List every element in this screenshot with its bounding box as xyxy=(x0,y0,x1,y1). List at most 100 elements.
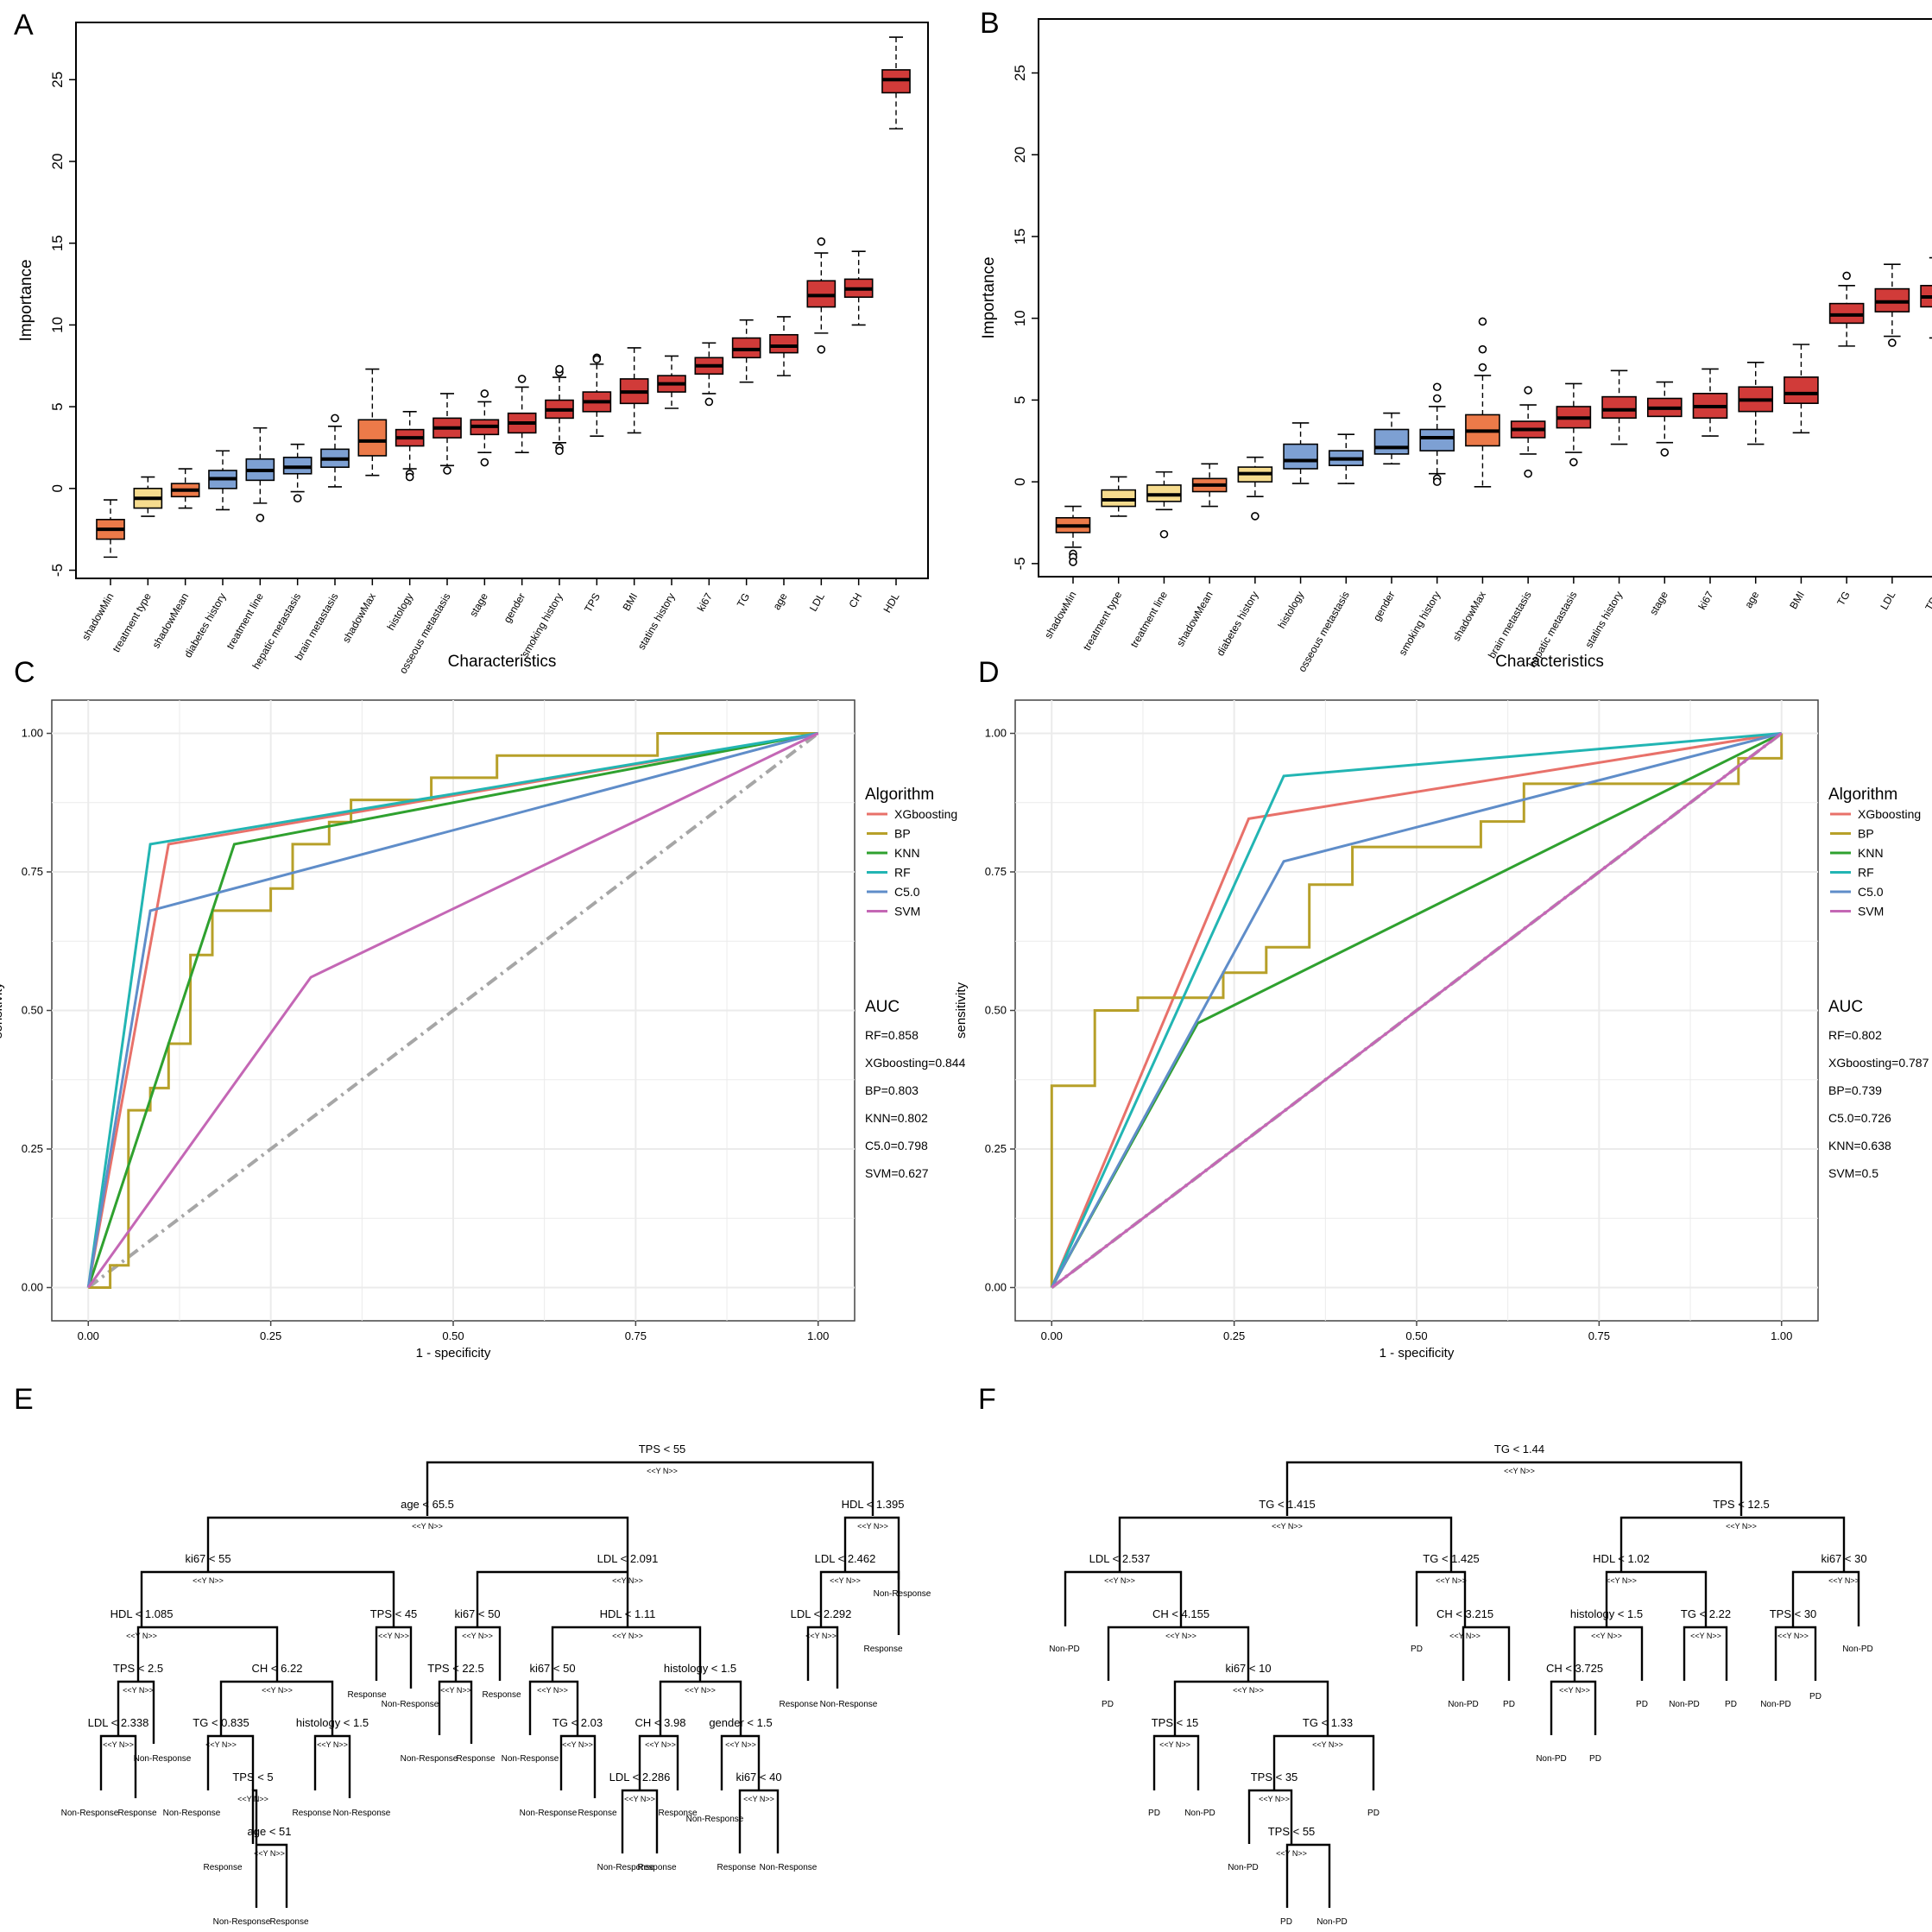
leaf-label: Response xyxy=(637,1863,676,1872)
split-branch xyxy=(720,1734,761,1790)
box-hepatic-metastasis xyxy=(1556,382,1592,467)
leaf-label: PD xyxy=(1148,1809,1160,1818)
split-label: LDL < 2.462 xyxy=(815,1552,876,1565)
split-yes-no-label: <<Y N>> xyxy=(1726,1522,1757,1531)
outlier-point xyxy=(555,446,564,456)
split-yes-no-label: <<Y N>> xyxy=(725,1740,756,1749)
tree-split-node: TPS < 55 <<Y N>> xyxy=(426,1443,874,1516)
split-yes-no-label: <<Y N>> xyxy=(412,1522,443,1531)
legend-label: BP xyxy=(894,827,911,841)
split-branch xyxy=(551,1626,702,1681)
box-BMI xyxy=(619,347,649,434)
roc-curve-KNN xyxy=(86,732,818,1288)
split-yes-no-label: <<Y N>> xyxy=(205,1740,237,1749)
split-branch xyxy=(136,1626,279,1681)
auc-label: BP=0.739 xyxy=(1828,1083,1882,1097)
split-branch xyxy=(426,1461,874,1516)
split-yes-no-label: <<Y N>> xyxy=(103,1740,134,1749)
split-branch xyxy=(251,1789,258,1844)
split-label: LDL < 2.091 xyxy=(597,1552,659,1565)
legend-label: C5.0 xyxy=(894,885,920,899)
tree-split-node: TPS < 15 <<Y N>> xyxy=(1152,1716,1200,1790)
split-label: TG < 0.835 xyxy=(193,1716,249,1729)
tree-split-node: CH < 4.155 <<Y N>> xyxy=(1107,1607,1250,1681)
box-shadowMean xyxy=(170,468,200,509)
tree-split-node: HDL < 1.11 <<Y N>> xyxy=(551,1607,702,1681)
plot-frame xyxy=(75,22,929,579)
split-label: LDL < 2.292 xyxy=(791,1607,852,1620)
split-branch xyxy=(454,1626,502,1681)
split-yes-no-label: <<Y N>> xyxy=(562,1740,593,1749)
split-yes-no-label: <<Y N>> xyxy=(805,1632,837,1640)
legend-label: SVM xyxy=(1858,905,1884,919)
split-label: CH < 6.22 xyxy=(252,1662,303,1675)
tree-split-node: TPS < 2.5 <<Y N>> xyxy=(113,1662,163,1744)
box-treatment-line xyxy=(245,426,275,522)
box-ki67 xyxy=(694,342,724,407)
split-yes-no-label: <<Y N>> xyxy=(1828,1576,1859,1585)
split-label: LDL < 2.338 xyxy=(88,1716,149,1729)
y-tick-label: 0.00 xyxy=(985,1280,1007,1293)
split-yes-no-label: <<Y N>> xyxy=(1259,1795,1290,1803)
tree-split-node: TG < 1.44 <<Y N>> xyxy=(1285,1443,1743,1516)
outlier-point xyxy=(592,355,602,363)
split-branch xyxy=(1272,1734,1375,1790)
split-yes-no-label: <<Y N>> xyxy=(624,1795,655,1803)
split-yes-no-label: <<Y N>> xyxy=(1272,1522,1303,1531)
split-branch xyxy=(1247,1789,1293,1844)
box-diabetes-history xyxy=(1237,456,1273,521)
y-tick-label: 0 xyxy=(1012,477,1028,485)
split-label: CH < 3.215 xyxy=(1436,1607,1493,1620)
split-yes-no-label: <<Y N>> xyxy=(317,1740,348,1749)
auc-label: C5.0=0.726 xyxy=(1828,1111,1891,1125)
leaf-label: Non-Response xyxy=(382,1700,439,1709)
outlier-point xyxy=(480,458,489,467)
tree-split-node: TPS < 5 <<Y N>> xyxy=(232,1771,274,1844)
split-yes-no-label: <<Y N>> xyxy=(647,1467,678,1475)
outlier-point xyxy=(1524,469,1532,478)
split-yes-no-label: <<Y N>> xyxy=(537,1686,568,1695)
split-branch xyxy=(476,1570,629,1626)
box-diabetes-history xyxy=(208,450,237,511)
y-tick-label: 20 xyxy=(1012,147,1028,163)
split-label: TPS < 22.5 xyxy=(427,1662,483,1675)
y-tick-label: 0.50 xyxy=(985,1004,1007,1017)
split-branch xyxy=(621,1789,659,1853)
leaf-label: Response xyxy=(203,1863,242,1872)
panel-label: B xyxy=(980,7,1000,40)
y-axis-title: sensitivity xyxy=(954,982,969,1039)
outlier-point xyxy=(1888,338,1897,347)
auc-label: RF=0.802 xyxy=(1828,1028,1882,1042)
roc-curve-XGboosting xyxy=(1050,732,1782,1289)
box-shadowMax xyxy=(357,368,388,477)
box-shadowMin xyxy=(96,499,125,559)
split-yes-no-label: <<Y N>> xyxy=(1276,1849,1307,1858)
split-label: HDL < 1.02 xyxy=(1593,1552,1650,1565)
x-tick-label: 1.00 xyxy=(1771,1329,1792,1342)
tree-split-node: CH < 6.22 <<Y N>> xyxy=(219,1662,334,1735)
leaf-label: Non-PD xyxy=(1448,1700,1479,1709)
panel-label: C xyxy=(14,656,35,689)
split-label: CH < 4.155 xyxy=(1152,1607,1209,1620)
panel-label: A xyxy=(14,9,34,41)
split-yes-no-label: <<Y N>> xyxy=(743,1795,774,1803)
split-branch xyxy=(438,1680,473,1744)
roc-curve-RF xyxy=(1050,732,1782,1289)
split-label: histology < 1.5 xyxy=(664,1662,736,1675)
split-yes-no-label: <<Y N>> xyxy=(237,1795,268,1803)
tree-split-node: TG < 1.415 <<Y N>> xyxy=(1118,1498,1453,1571)
tree-split-node: TG < 2.22 <<Y N>> xyxy=(1681,1607,1731,1681)
auc-label: BP=0.803 xyxy=(865,1083,919,1097)
y-axis-title: Importance xyxy=(980,256,998,338)
tree-split-node: TG < 1.425 <<Y N>> xyxy=(1415,1552,1480,1626)
box-smoking-history xyxy=(545,364,574,456)
box-LDL xyxy=(1874,263,1910,347)
x-axis-title: 1 - specificity xyxy=(416,1346,491,1361)
tree-split-node: histology < 1.5 <<Y N>> xyxy=(296,1716,369,1798)
tree-split-node: TPS < 22.5 <<Y N>> xyxy=(427,1662,484,1744)
x-tick-label: 0.75 xyxy=(1588,1329,1610,1342)
box-TPS xyxy=(582,353,612,438)
split-yes-no-label: <<Y N>> xyxy=(1312,1740,1343,1749)
auc-title: AUC xyxy=(1828,998,1863,1016)
